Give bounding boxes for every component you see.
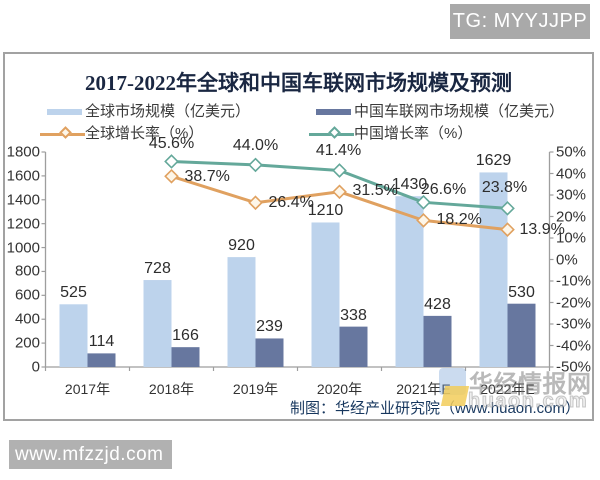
marker-diamond	[332, 184, 347, 200]
legend-swatch-global-market	[47, 109, 82, 115]
x-axis-label: 2019年	[232, 381, 279, 397]
bar-china-2020年	[339, 326, 368, 367]
right-axis-label: 10%	[556, 229, 587, 247]
line-value-label: 26.4%	[268, 193, 314, 211]
marker-diamond	[500, 200, 515, 216]
bar-china-2022年E	[507, 303, 536, 367]
right-axis-label: 0%	[556, 251, 578, 268]
marker-diamond	[164, 154, 179, 169]
left-axis-label: 800	[14, 262, 40, 280]
left-axis-label: 1800	[6, 143, 40, 161]
legend-label-global-market: 全球市场规模（亿美元）	[85, 103, 251, 120]
line-value-label: 31.5%	[352, 181, 398, 199]
bar-value-label: 728	[144, 260, 171, 278]
bar-china-2018年	[171, 347, 200, 367]
marker-diamond	[416, 194, 431, 210]
bar-value-label: 1430	[391, 176, 428, 194]
bar-global-2018年	[143, 280, 172, 367]
left-axis-label: 400	[14, 310, 40, 328]
bar-global-2020年	[311, 222, 340, 367]
left-axis-label: 1000	[6, 239, 40, 257]
bar-value-label: 525	[60, 284, 87, 302]
marker-diamond	[500, 222, 515, 237]
marker-diamond	[332, 163, 347, 178]
left-axis-label: 0	[31, 358, 40, 376]
bar-value-label: 338	[340, 306, 367, 324]
x-axis-label: 2021年E	[396, 381, 451, 397]
bar-china-2021年E	[423, 315, 452, 367]
marker-diamond	[164, 168, 179, 184]
attribution-text: 制图：华经产业研究院（www.huaon.com）	[289, 400, 580, 417]
x-axis-label: 2018年	[148, 381, 195, 397]
left-axis-label: 200	[14, 334, 40, 352]
x-axis-label: 2022年E	[480, 381, 535, 397]
right-axis-label: -40%	[556, 337, 592, 354]
legend-label-china-growth: 中国增长率（%）	[354, 125, 473, 142]
watermark-brand-en: huaon.com	[467, 390, 589, 413]
bar-value-label: 530	[508, 283, 535, 301]
right-axis-label: 20%	[556, 208, 587, 225]
bar-global-2022年E	[479, 172, 508, 367]
left-axis-label: 1200	[6, 215, 40, 233]
telegram-badge: TG: MYYJJPP	[450, 4, 590, 39]
bar-value-label: 166	[172, 327, 199, 345]
line-value-label: 45.6%	[148, 135, 195, 153]
x-axis-label: 2020年	[316, 381, 363, 397]
line-value-label: 41.4%	[315, 142, 362, 160]
line-value-label: 26.6%	[420, 180, 467, 198]
line-value-label: 23.8%	[481, 179, 528, 197]
bar-value-label: 1629	[475, 152, 512, 170]
line-value-label: 38.7%	[184, 168, 230, 186]
bar-china-2019年	[255, 338, 284, 367]
left-axis-label: 1400	[6, 191, 40, 209]
chart-title: 2017-2022年全球和中国车联网市场规模及预测	[85, 71, 512, 95]
marker-diamond	[416, 213, 431, 228]
right-axis-label: -20%	[556, 294, 592, 311]
left-axis-label: 600	[14, 286, 40, 304]
bar-global-2021年E	[395, 196, 424, 367]
legend-label-global-growth: 全球增长率（%）	[85, 125, 204, 142]
bar-value-label: 920	[228, 237, 255, 255]
bar-global-2017年	[59, 304, 88, 367]
right-axis-label: 40%	[556, 165, 587, 182]
left-axis-label: 1600	[6, 167, 40, 185]
marker-diamond	[248, 157, 263, 173]
line-value-label: 18.2%	[436, 211, 482, 229]
legend-label-china-market: 中国车联网市场规模（亿美元）	[354, 103, 565, 120]
huaon-logo-flag-icon	[440, 386, 470, 406]
bar-value-label: 114	[88, 333, 115, 351]
right-axis-label: -30%	[556, 315, 592, 333]
right-axis-label: 30%	[556, 186, 587, 204]
bar-value-label: 1210	[307, 202, 344, 220]
right-axis-label: 50%	[556, 143, 587, 161]
legend-swatch-china-market	[316, 109, 351, 115]
line-value-label: 13.9%	[519, 220, 565, 238]
bar-value-label: 239	[256, 318, 283, 336]
line-value-label: 44.0%	[232, 136, 279, 154]
right-axis-label: -50%	[556, 358, 592, 376]
site-badge: www.mfzzjd.com	[9, 440, 172, 469]
x-axis-label: 2017年	[64, 381, 111, 397]
bar-china-2017年	[87, 353, 116, 367]
bar-value-label: 428	[424, 295, 451, 313]
watermark-brand-cn: 华经情报网	[469, 371, 592, 398]
right-axis-label: -10%	[556, 272, 592, 290]
marker-diamond	[248, 195, 263, 211]
bar-global-2019年	[227, 257, 256, 367]
